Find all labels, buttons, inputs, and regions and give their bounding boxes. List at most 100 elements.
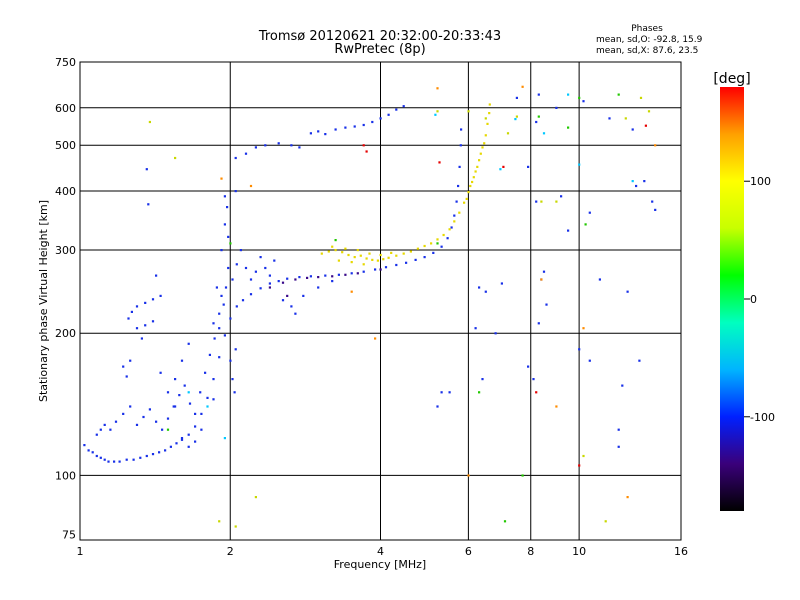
data-point <box>139 456 142 459</box>
x-tick-label: 1 <box>77 545 84 558</box>
data-point <box>432 251 435 254</box>
stats-x-line: mean, sd,X: 87.6, 23.5 <box>596 46 698 56</box>
data-point <box>582 327 585 330</box>
data-point <box>387 256 390 259</box>
data-point <box>212 378 215 381</box>
data-point <box>125 375 128 378</box>
data-point <box>277 142 280 145</box>
data-point <box>515 96 518 99</box>
data-point <box>331 280 334 283</box>
data-point <box>99 456 102 459</box>
data-point <box>476 165 479 168</box>
data-point <box>175 442 178 445</box>
data-point <box>371 120 374 124</box>
data-point <box>145 168 148 171</box>
data-point <box>463 201 466 204</box>
data-point <box>286 277 289 280</box>
data-point <box>448 228 451 231</box>
x-tick-label: 6 <box>465 545 472 558</box>
data-point <box>212 322 215 325</box>
data-point <box>436 405 439 408</box>
data-point <box>379 253 382 257</box>
data-point <box>471 180 474 184</box>
data-point <box>474 327 477 330</box>
x-tick-label: 10 <box>572 545 586 558</box>
data-point <box>118 460 121 463</box>
data-point <box>353 256 356 259</box>
data-point <box>331 275 334 278</box>
data-point <box>506 132 510 135</box>
data-point <box>213 337 216 340</box>
data-point <box>148 120 151 124</box>
data-point <box>484 117 487 120</box>
data-point <box>218 312 221 315</box>
data-point <box>200 428 203 431</box>
data-point <box>144 301 147 304</box>
data-point <box>337 259 340 262</box>
data-point <box>362 123 365 127</box>
data-point <box>654 208 657 211</box>
data-point <box>159 371 162 374</box>
data-point <box>187 342 190 345</box>
data-point <box>379 117 382 120</box>
data-point <box>604 520 607 523</box>
data-point <box>535 120 538 124</box>
data-point <box>582 454 585 458</box>
data-points <box>83 85 657 528</box>
data-point <box>647 110 651 113</box>
data-point <box>423 244 426 248</box>
data-point <box>467 191 470 194</box>
data-point <box>164 449 167 452</box>
data-point <box>169 445 172 448</box>
data-point <box>268 282 271 285</box>
chart-subtitle: RwPretec (8p) <box>334 42 425 57</box>
data-point <box>465 197 468 200</box>
data-point <box>244 152 248 155</box>
data-point <box>478 391 481 394</box>
data-point <box>453 220 456 223</box>
data-point <box>317 286 320 289</box>
data-point <box>281 299 285 302</box>
data-point <box>532 378 535 381</box>
data-point <box>356 272 359 275</box>
grid-lines <box>80 62 681 540</box>
data-point <box>223 437 226 440</box>
data-point <box>144 324 147 327</box>
data-point <box>206 396 209 399</box>
data-point <box>220 294 223 297</box>
data-point <box>567 229 570 232</box>
data-point <box>635 184 638 188</box>
data-point <box>503 520 507 523</box>
data-point <box>423 256 426 259</box>
data-point <box>244 266 248 270</box>
data-point <box>334 239 337 242</box>
data-point <box>537 93 540 96</box>
data-point <box>542 132 546 135</box>
data-point <box>174 405 177 408</box>
data-point <box>306 276 309 279</box>
data-point <box>478 286 481 289</box>
data-point <box>317 130 320 133</box>
data-point <box>438 161 441 164</box>
data-point <box>578 464 581 467</box>
data-point <box>474 170 477 173</box>
data-point <box>249 184 253 188</box>
data-point <box>362 270 365 273</box>
y-tick-label: 750 <box>55 56 76 69</box>
data-point <box>317 276 320 279</box>
data-point <box>180 359 184 362</box>
data-point <box>617 445 620 448</box>
x-tick-label: 16 <box>674 545 688 558</box>
data-point <box>215 286 218 289</box>
data-point <box>208 353 211 356</box>
data-point <box>129 359 132 362</box>
data-point <box>382 258 385 261</box>
data-point <box>83 444 86 447</box>
data-point <box>254 496 257 499</box>
data-point <box>226 206 229 209</box>
data-point <box>159 294 162 297</box>
data-point <box>172 405 175 408</box>
colorbar-ticks: 100 0 -100 <box>744 175 775 424</box>
data-point <box>458 211 461 214</box>
data-point <box>161 428 164 431</box>
